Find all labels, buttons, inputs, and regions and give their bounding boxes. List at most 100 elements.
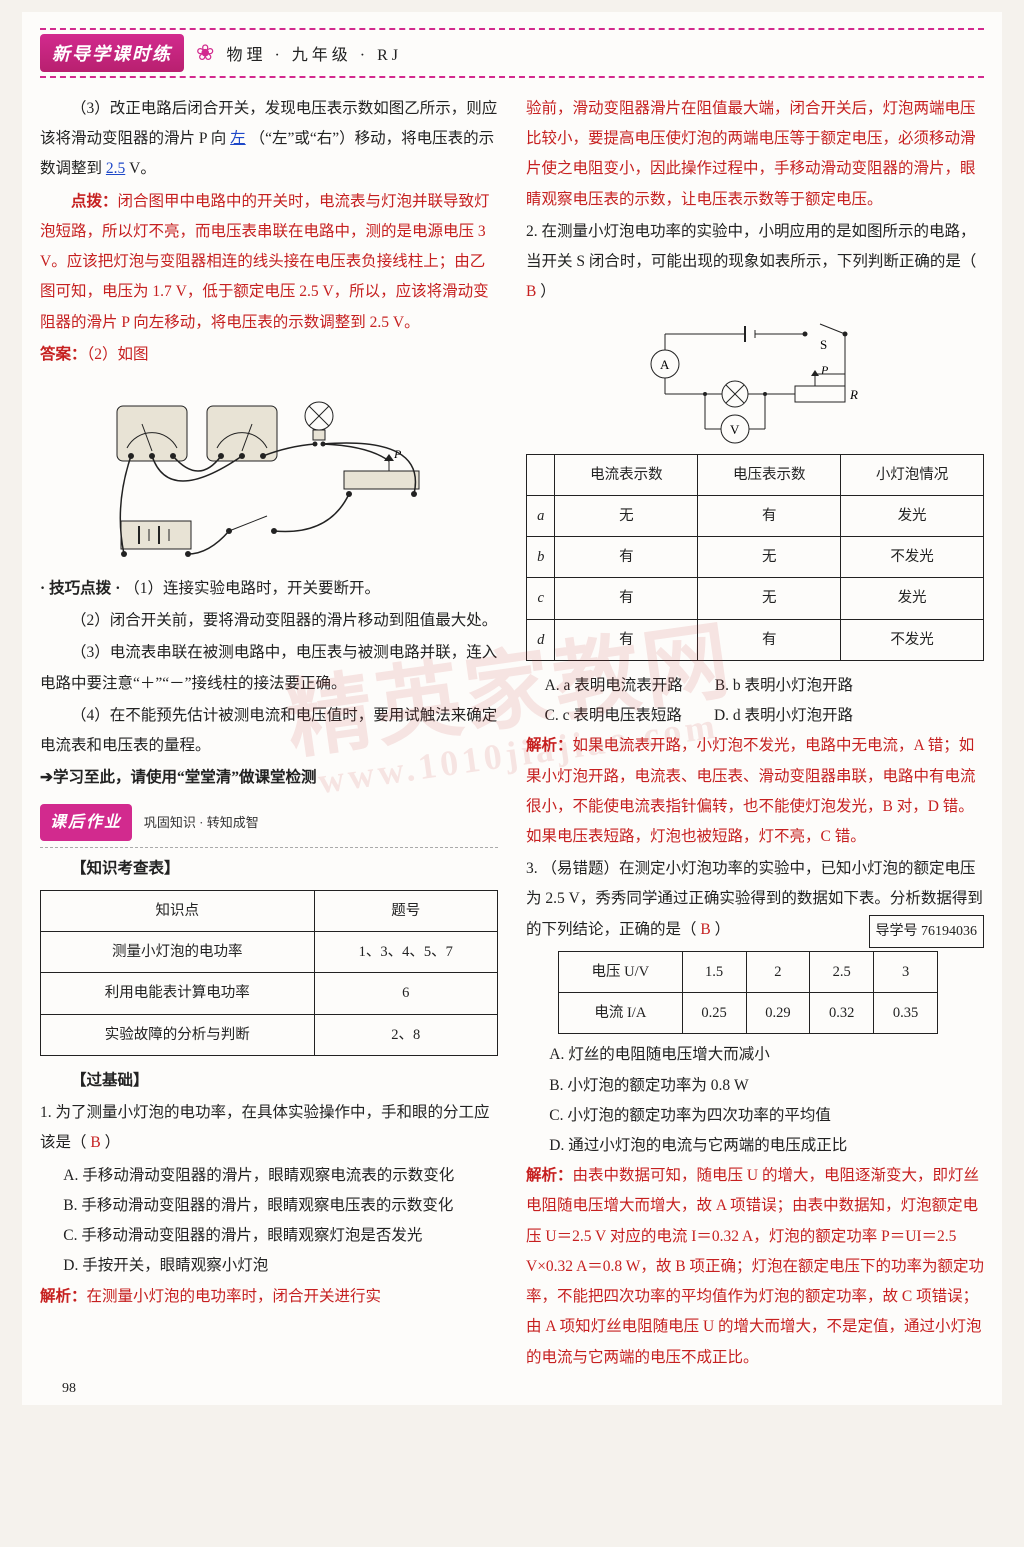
tip-label: 点拨： (71, 193, 118, 210)
q3-data-table: 电压 U/V 1.5 2 2.5 3 电流 I/A 0.25 0.29 0.32… (558, 951, 938, 1035)
q2-phenomena-table: 电流表示数 电压表示数 小灯泡情况 a无有发光 b有无不发光 c有无发光 d有有… (526, 454, 984, 661)
q2t-b0: b (527, 537, 555, 578)
q3-answer: B (700, 921, 710, 938)
kt-h1: 知识点 (41, 890, 315, 931)
q1-choice-a: A. 手移动滑动变阻器的滑片，眼睛观察电流表的示数变化 (63, 1161, 498, 1191)
q2t-a2: 有 (698, 495, 841, 536)
q3-explanation: 解析：由表中数据可知，随电压 U 的增大，电阻逐渐变大，即灯丝电阻随电压增大而增… (526, 1161, 984, 1373)
q2t-h1: 电流表示数 (555, 454, 698, 495)
answer-label: 答案： (40, 346, 87, 363)
q3t-i0: 0.25 (682, 993, 746, 1034)
q3-choice-c: C. 小灯泡的额定功率为四次功率的平均值 (549, 1101, 984, 1131)
technique-head: 技巧点拨 （1）连接实验电路时，开关要断开。 (40, 574, 498, 604)
q2t-c0: c (527, 578, 555, 619)
blank-answer-1: 左 (230, 130, 246, 147)
q2t-a3: 发光 (841, 495, 984, 536)
q3t-i1: 0.29 (746, 993, 810, 1034)
divider (40, 847, 498, 848)
q2t-b1: 有 (555, 537, 698, 578)
q2t-d3: 不发光 (841, 619, 984, 660)
tip-paragraph: 点拨：闭合图甲中电路中的开关时，电流表与灯泡并联导致灯泡短路，所以灯不亮，而电压… (40, 187, 498, 338)
q3-stem: 3. （易错题）在测定小灯泡功率的实验中，已知小灯泡的额定电压为 2.5 V，秀… (526, 854, 984, 945)
q2t-h0 (527, 454, 555, 495)
q1-choice-d: D. 手按开关，眼睛观察小灯泡 (63, 1251, 498, 1281)
q1-explanation: 解析：在测量小灯泡的电功率时，闭合开关进行实 (40, 1282, 498, 1312)
kt-h2: 题号 (314, 890, 497, 931)
q2t-a0: a (527, 495, 555, 536)
kt-r1c2: 1、3、4、5、7 (314, 932, 497, 973)
knowledge-check-table: 知识点 题号 测量小灯泡的电功率1、3、4、5、7 利用电能表计算电功率6 实验… (40, 890, 498, 1056)
kt-r2c1: 利用电能表计算电功率 (41, 973, 315, 1014)
q3-choice-b: B. 小灯泡的额定功率为 0.8 W (549, 1071, 984, 1101)
q2t-a1: 无 (555, 495, 698, 536)
q1-stem: 1. 为了测量小灯泡的电功率，在具体实验操作中，手和眼的分工应该是（ B ） (40, 1098, 498, 1158)
experiment-diagram: P (109, 376, 429, 566)
q2t-h2: 电压表示数 (698, 454, 841, 495)
learning-arrow: ➔学习至此，请使用“堂堂清”做课堂检测 (40, 763, 498, 793)
q2t-c1: 有 (555, 578, 698, 619)
q2t-d2: 有 (698, 619, 841, 660)
q3t-i2: 0.32 (810, 993, 874, 1034)
label-R: R (849, 387, 858, 402)
basics-head: 【过基础】 (40, 1066, 498, 1096)
kt-r3c2: 2、8 (314, 1014, 497, 1055)
q3t-c1: 2 (746, 951, 810, 992)
q3t-c3: 3 (874, 951, 938, 992)
q2-choices: A. a 表明电流表开路 B. b 表明小灯泡开路 C. c 表明电压表短路 D… (545, 671, 984, 731)
q1-choice-c: C. 手移动滑动变阻器的滑片，眼睛观察灯泡是否发光 (63, 1221, 498, 1251)
q2t-d0: d (527, 619, 555, 660)
svg-text:V: V (730, 422, 740, 437)
answer-line: 答案：（2）如图 (40, 340, 498, 370)
kt-r3c1: 实验故障的分析与判断 (41, 1014, 315, 1055)
q1-choices: A. 手移动滑动变阻器的滑片，眼睛观察电流表的示数变化 B. 手移动滑动变阻器的… (63, 1161, 498, 1282)
q2-choice-b: B. b 表明小灯泡开路 (715, 671, 853, 701)
q3-choice-d: D. 通过小灯泡的电流与它两端的电压成正比 (549, 1131, 984, 1161)
kt-r1c1: 测量小灯泡的电功率 (41, 932, 315, 973)
q2t-d1: 有 (555, 619, 698, 660)
q2-circuit-diagram: S A (645, 314, 865, 444)
right-column: 验前，滑动变阻器滑片在阻值最大端，闭合开关后，灯泡两端电压比较小，要提高电压使灯… (526, 94, 984, 1375)
q2-choice-d: D. d 表明小灯泡开路 (714, 701, 853, 731)
q3t-rh1: 电流 I/A (559, 993, 683, 1034)
q3t-i3: 0.35 (874, 993, 938, 1034)
q1-answer: B (90, 1134, 100, 1151)
q2t-b2: 无 (698, 537, 841, 578)
two-column-layout: （3）改正电路后闭合开关，发现电压表示数如图乙所示，则应该将滑动变阻器的滑片 P… (40, 94, 984, 1375)
page-number: 98 (62, 1381, 984, 1397)
q2-answer: B (526, 283, 536, 300)
page-header: 新导学课时练 ❀ 物理 · 九年级 · RJ (40, 28, 984, 78)
q2-choice-a: A. a 表明电流表开路 (545, 671, 683, 701)
page-root: 新导学课时练 ❀ 物理 · 九年级 · RJ （3）改正电路后闭合开关，发现电压… (22, 12, 1002, 1405)
label-S: S (820, 337, 827, 352)
svg-text:A: A (660, 357, 670, 372)
homework-section: 课后作业 巩固知识 · 转知成智 (40, 796, 498, 843)
q2t-b3: 不发光 (841, 537, 984, 578)
guide-number-box: 导学号 76194036 (869, 915, 985, 948)
q2t-h3: 小灯泡情况 (841, 454, 984, 495)
homework-label: 课后作业 (40, 804, 132, 841)
left-column: （3）改正电路后闭合开关，发现电压表示数如图乙所示，则应该将滑动变阻器的滑片 P… (40, 94, 498, 1375)
q2-explanation: 解析：如果电流表开路，小灯泡不发光，电路中无电流，A 错；如果小灯泡开路，电流表… (526, 731, 984, 852)
q3t-c2: 2.5 (810, 951, 874, 992)
q1-choice-b: B. 手移动滑动变阻器的滑片，眼睛观察电压表的示数变化 (63, 1191, 498, 1221)
technique-4: （4）在不能预先估计被测电流和电压值时，要用试触法来确定电流表和电压表的量程。 (40, 701, 498, 761)
q3-correction-text: （3）改正电路后闭合开关，发现电压表示数如图乙所示，则应该将滑动变阻器的滑片 P… (40, 94, 498, 185)
subject-label: 物理 · 九年级 · RJ (226, 41, 402, 65)
q3t-rh0: 电压 U/V (559, 951, 683, 992)
knowledge-table-head: 【知识考查表】 (40, 854, 498, 884)
q2t-c3: 发光 (841, 578, 984, 619)
technique-2: （2）闭合开关前，要将滑动变阻器的滑片移动到阻值最大处。 (40, 606, 498, 636)
flower-icon: ❀ (196, 40, 214, 66)
kt-r2c2: 6 (314, 973, 497, 1014)
series-badge: 新导学课时练 (40, 34, 184, 72)
q3-choices: A. 灯丝的电阻随电压增大而减小 B. 小灯泡的额定功率为 0.8 W C. 小… (549, 1040, 984, 1161)
homework-sub: 巩固知识 · 转知成智 (144, 815, 259, 830)
q3-choice-a: A. 灯丝的电阻随电压增大而减小 (549, 1040, 984, 1070)
q2-choice-c: C. c 表明电压表短路 (545, 701, 682, 731)
technique-3: （3）电流表串联在被测电路中，电压表与被测电路并联，连入电路中要注意“＋”“－”… (40, 638, 498, 698)
blank-answer-2: 2.5 (106, 160, 125, 177)
q1-explanation-cont: 验前，滑动变阻器滑片在阻值最大端，闭合开关后，灯泡两端电压比较小，要提高电压使灯… (526, 94, 984, 215)
label-P: P (820, 363, 829, 377)
q2-stem: 2. 在测量小灯泡电功率的实验中，小明应用的是如图所示的电路，当开关 S 闭合时… (526, 217, 984, 308)
q3t-c0: 1.5 (682, 951, 746, 992)
